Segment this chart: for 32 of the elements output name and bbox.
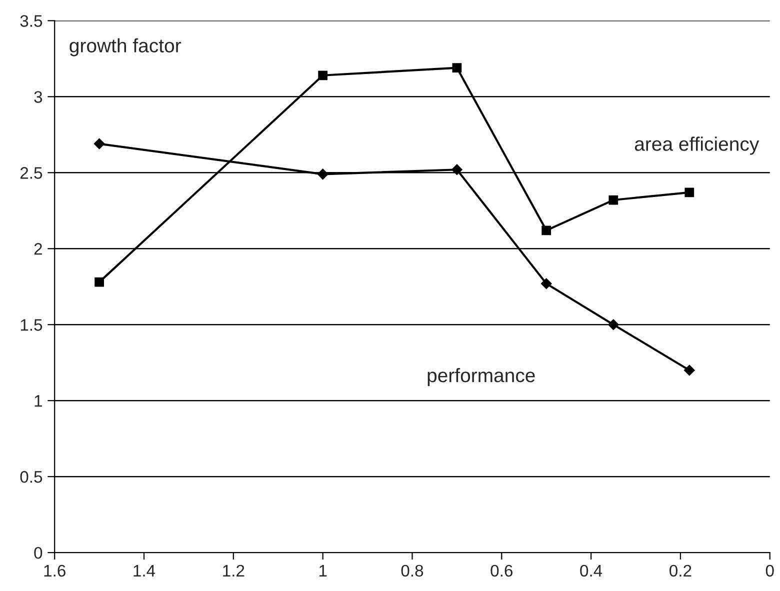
point bbox=[684, 364, 695, 376]
y-tick-label: 3.5 bbox=[20, 15, 42, 27]
point bbox=[452, 63, 462, 72]
y-tick-label: 2 bbox=[34, 243, 42, 255]
annotation: growth factor bbox=[70, 38, 181, 56]
x-tick-label: 0.6 bbox=[490, 564, 512, 577]
point bbox=[317, 168, 328, 180]
y-tick-label: 3 bbox=[34, 91, 42, 103]
point bbox=[94, 138, 105, 150]
x-tick-label: 0.8 bbox=[401, 564, 424, 577]
point bbox=[608, 195, 618, 205]
y-tick-label: 0 bbox=[34, 546, 42, 559]
x-tick-label: 1.2 bbox=[223, 564, 244, 576]
point bbox=[94, 277, 104, 287]
x-tick-label: 0.4 bbox=[580, 564, 602, 577]
point bbox=[542, 226, 552, 236]
x-tick-label: 1 bbox=[319, 565, 327, 576]
y-tick-label: 1.5 bbox=[20, 319, 42, 331]
point bbox=[318, 70, 328, 80]
x-tick-label: 0.2 bbox=[670, 564, 692, 577]
annotation: area efficiency bbox=[634, 136, 760, 155]
point bbox=[452, 164, 462, 176]
y-tick-label: 2.5 bbox=[20, 167, 42, 179]
annotation: performance bbox=[428, 368, 535, 386]
point bbox=[684, 188, 694, 198]
point bbox=[608, 319, 619, 330]
point bbox=[540, 278, 552, 290]
x-tick-label: 0 bbox=[766, 564, 774, 577]
y-tick-label: 1 bbox=[34, 395, 42, 407]
x-tick-label: 1.6 bbox=[44, 564, 66, 577]
x-tick-label: 1.4 bbox=[134, 565, 156, 576]
y-tick-label: 0.5 bbox=[20, 471, 42, 483]
